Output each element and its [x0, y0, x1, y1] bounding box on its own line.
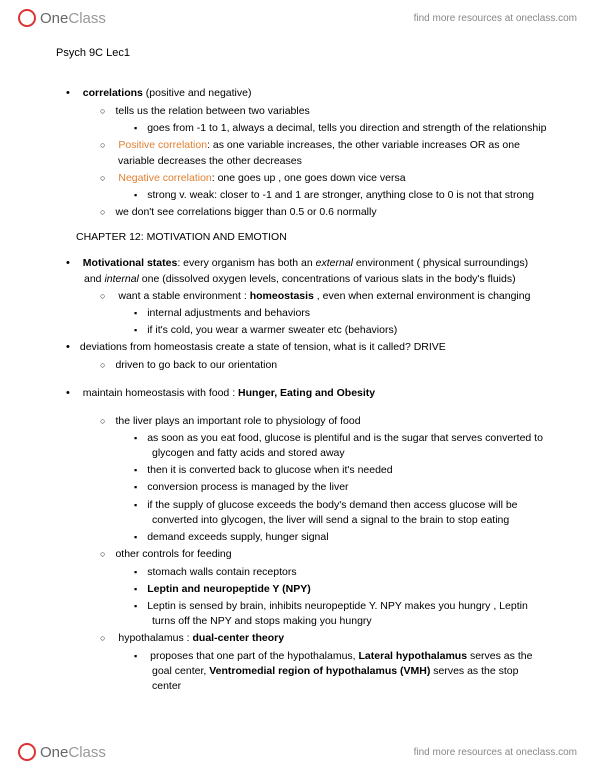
list-item: strong v. weak: closer to -1 and 1 are s… [134, 188, 547, 203]
footer-brand-logo: OneClass [18, 743, 106, 761]
page-footer: OneClass find more resources at oneclass… [0, 734, 595, 770]
list-item: goes from -1 to 1, always a decimal, tel… [134, 121, 547, 136]
list-item: the liver plays an important role to phy… [100, 414, 547, 429]
list-item: stomach walls contain receptors [134, 565, 547, 580]
document-content: Psych 9C Lec1 correlations (positive and… [0, 36, 595, 736]
list-item: proposes that one part of the hypothalam… [134, 649, 547, 695]
homeostasis-label: homeostasis [250, 290, 314, 302]
brand-logo: OneClass [18, 9, 106, 27]
hunger-heading: Hunger, Eating and Obesity [238, 387, 375, 399]
list-item: Leptin and neuropeptide Y (NPY) [134, 582, 547, 597]
list-item: if it's cold, you wear a warmer sweater … [134, 323, 547, 338]
dual-center-label: dual-center theory [193, 632, 285, 644]
correlations-heading-rest: (positive and negative) [143, 87, 252, 99]
footer-brand-one: One [40, 744, 68, 761]
header-tagline: find more resources at oneclass.com [414, 13, 577, 24]
section-correlations: correlations (positive and negative) [66, 86, 547, 102]
page-header: OneClass find more resources at oneclass… [0, 0, 595, 36]
list-item: driven to go back to our orientation [100, 358, 547, 373]
brand-class: Class [68, 10, 106, 27]
lateral-hypothalamus-label: Lateral hypothalamus [359, 650, 468, 662]
list-item: demand exceeds supply, hunger signal [134, 530, 547, 545]
motivational-heading: Motivational states [83, 257, 178, 269]
footer-brand-class: Class [68, 744, 106, 761]
negative-correlation-text: : one goes up , one goes down vice versa [212, 172, 406, 184]
list-item: as soon as you eat food, glucose is plen… [134, 431, 547, 461]
list-item: want a stable environment : homeostasis … [100, 289, 547, 304]
brand-one: One [40, 10, 68, 27]
negative-correlation-label: Negative correlation [118, 172, 211, 184]
list-item: Positive correlation: as one variable in… [100, 138, 547, 168]
section-hunger: maintain homeostasis with food : Hunger,… [66, 386, 547, 402]
list-item: other controls for feeding [100, 547, 547, 562]
section-motivational-states: Motivational states: every organism has … [66, 256, 547, 287]
leptin-npy-label: Leptin and neuropeptide Y (NPY) [147, 583, 311, 595]
list-item: deviations from homeostasis create a sta… [66, 340, 547, 356]
list-item: hypothalamus : dual-center theory [100, 631, 547, 646]
list-item: we don't see correlations bigger than 0.… [100, 205, 547, 220]
list-item: tells us the relation between two variab… [100, 104, 547, 119]
list-item: conversion process is managed by the liv… [134, 480, 547, 495]
logo-circle-icon [18, 743, 36, 761]
list-item: then it is converted back to glucose whe… [134, 463, 547, 478]
list-item: Leptin is sensed by brain, inhibits neur… [134, 599, 547, 629]
footer-tagline: find more resources at oneclass.com [414, 747, 577, 758]
logo-circle-icon [18, 9, 36, 27]
vmh-label: Ventromedial region of hypothalamus (VMH… [209, 665, 433, 677]
positive-correlation-label: Positive correlation [118, 139, 207, 151]
list-item: internal adjustments and behaviors [134, 306, 547, 321]
list-item: Negative correlation: one goes up , one … [100, 171, 547, 186]
list-item: if the supply of glucose exceeds the bod… [134, 498, 547, 528]
correlations-heading: correlations [83, 87, 143, 99]
chapter-title: CHAPTER 12: MOTIVATION AND EMOTION [76, 230, 547, 245]
doc-title: Psych 9C Lec1 [56, 46, 547, 62]
